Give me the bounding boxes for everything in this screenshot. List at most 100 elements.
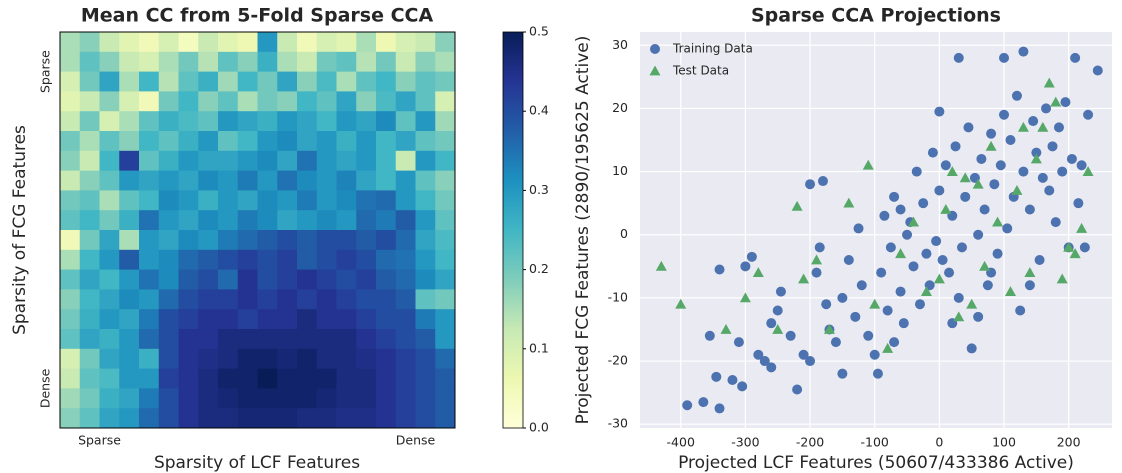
heatmap-cell bbox=[79, 51, 100, 73]
scatter-point bbox=[946, 166, 958, 176]
heatmap-cell bbox=[198, 230, 219, 251]
heatmap-cell bbox=[277, 230, 298, 251]
heatmap-cell bbox=[257, 51, 278, 73]
scatter-point bbox=[1050, 217, 1061, 228]
heatmap-cell bbox=[158, 309, 179, 330]
heatmap-cell bbox=[198, 368, 219, 389]
heatmap-cell bbox=[297, 309, 318, 330]
heatmap-cell bbox=[158, 230, 179, 251]
heatmap-cell bbox=[316, 51, 337, 73]
x-tick-label: -100 bbox=[861, 435, 889, 450]
heatmap-cell bbox=[277, 408, 298, 429]
scatter-point bbox=[973, 311, 984, 322]
scatter-point bbox=[837, 368, 848, 379]
heatmap-cell bbox=[415, 269, 436, 290]
heatmap-cell bbox=[139, 329, 160, 350]
scatter-point bbox=[1005, 135, 1016, 145]
heatmap-cell bbox=[297, 170, 318, 191]
heatmap-cell bbox=[415, 111, 436, 132]
heatmap-cell bbox=[218, 170, 239, 191]
heatmap-cell bbox=[139, 210, 160, 231]
heatmap-cell bbox=[257, 32, 278, 53]
heatmap-cell bbox=[119, 329, 140, 350]
heatmap-cell bbox=[60, 249, 81, 271]
scatter-point bbox=[850, 311, 861, 322]
heatmap-cell bbox=[435, 289, 456, 310]
scatter-point bbox=[1063, 241, 1075, 252]
heatmap-cell bbox=[99, 51, 120, 73]
y-tick-label: -10 bbox=[608, 289, 628, 304]
scatter-point bbox=[1024, 204, 1035, 215]
heatmap-cell bbox=[277, 368, 298, 389]
heatmap-cell bbox=[79, 91, 100, 112]
heatmap-cell bbox=[376, 309, 397, 330]
heatmap-cell bbox=[395, 210, 416, 231]
heatmap-cell bbox=[139, 289, 160, 310]
scatter-point bbox=[1056, 273, 1068, 284]
scatter-point bbox=[966, 298, 978, 309]
heatmap-cell bbox=[356, 348, 377, 370]
scatter-point bbox=[811, 267, 822, 278]
heatmap-cell bbox=[395, 51, 416, 73]
heatmap-cell bbox=[376, 150, 397, 172]
heatmap-cell bbox=[198, 249, 219, 271]
heatmap-cell bbox=[356, 230, 377, 251]
heatmap-cell bbox=[99, 309, 120, 330]
scatter-point bbox=[1050, 96, 1062, 107]
heatmap-cell bbox=[178, 408, 199, 429]
heatmap-cell bbox=[99, 289, 120, 310]
heatmap-cell bbox=[356, 329, 377, 350]
heatmap-cell bbox=[178, 249, 199, 271]
y-tick-label: -20 bbox=[608, 353, 628, 368]
heatmap-cell bbox=[237, 230, 258, 251]
heatmap-cell bbox=[119, 170, 140, 191]
scatter-point bbox=[1060, 97, 1071, 108]
heatmap-cell bbox=[376, 32, 397, 53]
heatmap-cell bbox=[316, 210, 337, 231]
heatmap-cell bbox=[316, 368, 337, 389]
x-tick-label: 0 bbox=[935, 435, 943, 450]
heatmap-cell bbox=[178, 348, 199, 370]
heatmap-cell bbox=[336, 388, 357, 409]
heatmap-cell bbox=[336, 230, 357, 251]
scatter-point bbox=[792, 384, 803, 395]
scatter-point bbox=[805, 356, 816, 367]
heatmap-cell bbox=[415, 289, 436, 310]
heatmap-cell bbox=[198, 309, 219, 330]
heatmap-cell bbox=[158, 111, 179, 132]
scatter-point bbox=[772, 305, 783, 316]
y-tick-label: 10 bbox=[612, 163, 628, 178]
heatmap-cell bbox=[198, 170, 219, 191]
heatmap-cell bbox=[376, 51, 397, 73]
heatmap-cell bbox=[336, 408, 357, 429]
scatter-point bbox=[869, 349, 880, 360]
heatmap-cell bbox=[395, 170, 416, 191]
heatmap-cell bbox=[376, 348, 397, 370]
heatmap-cell bbox=[435, 269, 456, 290]
heatmap-cell bbox=[257, 131, 278, 152]
heatmap-cell bbox=[297, 269, 318, 290]
heatmap-cell bbox=[395, 329, 416, 350]
heatmap-cell bbox=[218, 111, 239, 132]
heatmap-cell bbox=[139, 230, 160, 251]
heatmap-cell bbox=[237, 249, 258, 271]
heatmap-cell bbox=[316, 249, 337, 271]
heatmap-cell bbox=[395, 249, 416, 271]
heatmap-cell bbox=[376, 269, 397, 290]
heatmap-cell bbox=[79, 71, 100, 92]
heatmap-cell bbox=[237, 210, 258, 231]
scatter-point bbox=[785, 330, 796, 341]
heatmap-cell bbox=[99, 329, 120, 350]
heatmap-cell bbox=[218, 210, 239, 231]
heatmap-cell bbox=[435, 230, 456, 251]
heatmap-cell bbox=[178, 329, 199, 350]
heatmap-cell bbox=[99, 150, 120, 172]
heatmap-cell bbox=[257, 150, 278, 172]
heatmap-cell bbox=[198, 289, 219, 310]
scatter-point bbox=[937, 255, 948, 265]
heatmap-cell bbox=[158, 388, 179, 409]
heatmap-cell bbox=[60, 230, 81, 251]
heatmap-cell bbox=[415, 71, 436, 92]
heatmap-cell bbox=[435, 150, 456, 172]
